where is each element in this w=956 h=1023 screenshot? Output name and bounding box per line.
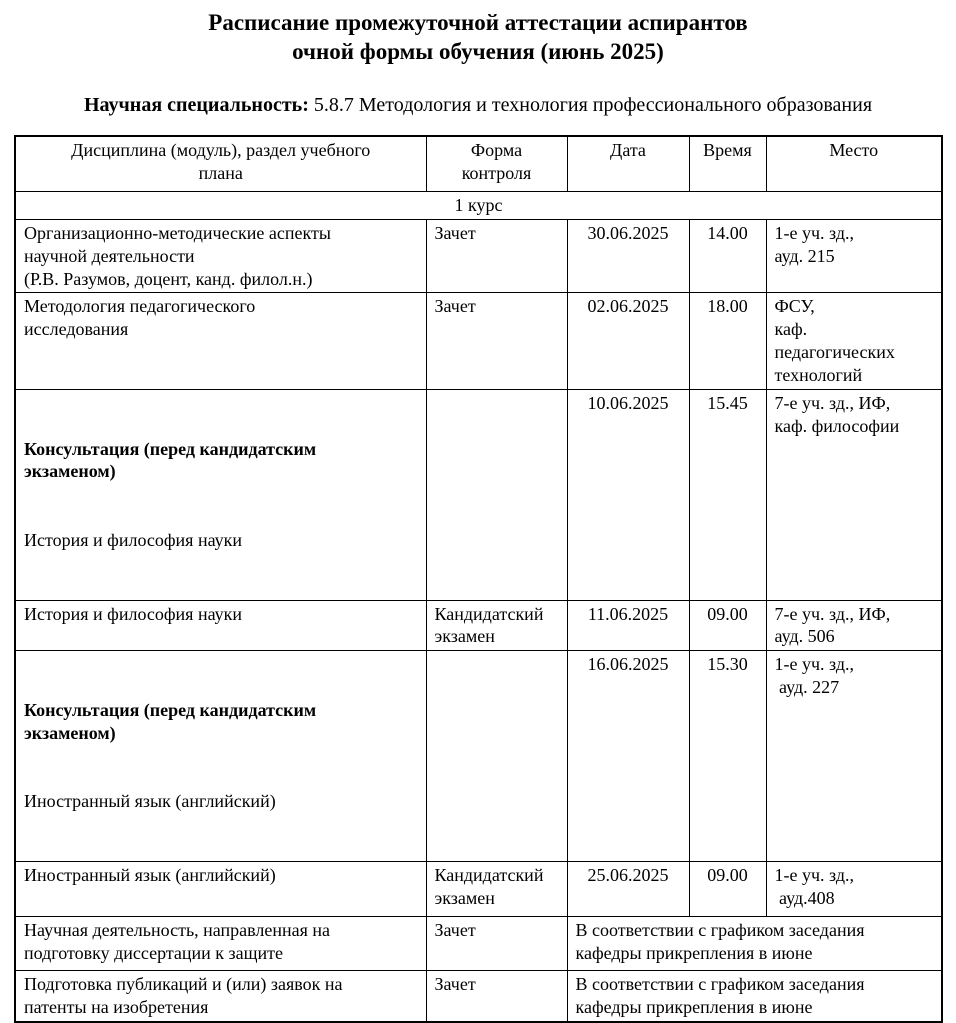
table-row: Подготовка публикаций и (или) заявок на … — [14, 969, 943, 1023]
time-cell: 09.00 — [688, 599, 767, 652]
discipline-cell: Организационно-методические аспекты науч… — [14, 218, 427, 294]
course-section-row: 1 курс — [14, 190, 943, 220]
course-section-label: 1 курс — [14, 190, 943, 220]
place-cell: 7-е уч. зд., ИФ, каф. философии — [765, 388, 943, 601]
specialty-value: 5.8.7 Методология и технология профессио… — [313, 93, 873, 116]
page-title-line2: очной формы обучения (июнь 2025) — [292, 38, 664, 64]
discipline-cell: Иностранный язык (английский) — [14, 861, 427, 917]
header-date: Дата — [566, 135, 690, 192]
date-cell: 10.06.2025 — [566, 388, 690, 601]
page-title-line1: Расписание промежуточной аттестации аспи… — [208, 10, 748, 35]
header-discipline: Дисциплина (модуль), раздел учебного пла… — [14, 135, 427, 192]
date-cell: 11.06.2025 — [566, 599, 690, 652]
form-cell: Зачет — [425, 916, 568, 971]
date-cell: 16.06.2025 — [566, 650, 690, 862]
place-cell: ФСУ, каф. педагогических технологий — [765, 292, 943, 390]
discipline-cell: Подготовка публикаций и (или) заявок на … — [14, 969, 427, 1023]
discipline-text: История и философия науки — [24, 529, 243, 550]
place-cell: 1-е уч. зд., ауд.408 — [765, 861, 943, 917]
table-row: Иностранный язык (английский) Кандидатск… — [14, 861, 943, 917]
header-place: Место — [765, 135, 943, 192]
place-cell: 1-е уч. зд., ауд. 227 — [765, 650, 943, 862]
form-cell: Зачет — [425, 218, 568, 294]
form-cell: Зачет — [425, 292, 568, 390]
form-cell: Зачет — [425, 969, 568, 1023]
specialty-label: Научная специальность: — [83, 93, 309, 116]
table-row: Методология педагогического исследования… — [14, 292, 943, 390]
place-cell: 1-е уч. зд., ауд. 215 — [765, 218, 943, 294]
discipline-cell: Методология педагогического исследования — [14, 292, 427, 390]
date-cell: 25.06.2025 — [566, 861, 690, 917]
header-row: Дисциплина (модуль), раздел учебного пла… — [14, 135, 943, 192]
table-row: Научная деятельность, направленная на по… — [14, 916, 943, 971]
discipline-text: Иностранный язык (английский) — [24, 791, 276, 812]
time-cell: 18.00 — [688, 292, 767, 390]
table-row: Консультация (перед кандидатским экзамен… — [14, 650, 943, 862]
form-cell — [425, 388, 568, 601]
header-form: Форма контроля — [425, 135, 568, 192]
discipline-cell: История и философия науки — [14, 599, 427, 652]
place-cell: 7-е уч. зд., ИФ, ауд. 506 — [765, 599, 943, 652]
date-cell: 30.06.2025 — [566, 218, 690, 294]
note-cell: В соответствии с графиком заседания кафе… — [566, 916, 943, 971]
discipline-bold-text: Консультация (перед кандидатским экзамен… — [24, 438, 317, 482]
note-cell: В соответствии с графиком заседания кафе… — [566, 969, 943, 1023]
form-cell — [425, 650, 568, 862]
table-row: Организационно-методические аспекты науч… — [14, 218, 943, 294]
form-cell: Кандидатский экзамен — [425, 861, 568, 917]
specialty-line: Научная специальность: 5.8.7 Методология… — [0, 94, 956, 117]
time-cell: 15.30 — [688, 650, 767, 862]
time-cell: 15.45 — [688, 388, 767, 601]
page-title: Расписание промежуточной аттестации аспи… — [10, 9, 946, 67]
time-cell: 09.00 — [688, 861, 767, 917]
table-row: Консультация (перед кандидатским экзамен… — [14, 388, 943, 601]
table-row: История и философия науки Кандидатский э… — [14, 599, 943, 652]
discipline-cell: Консультация (перед кандидатским экзамен… — [14, 650, 427, 862]
form-cell: Кандидатский экзамен — [425, 599, 568, 652]
discipline-cell: Консультация (перед кандидатским экзамен… — [14, 388, 427, 601]
time-cell: 14.00 — [688, 218, 767, 294]
header-time: Время — [688, 135, 767, 192]
schedule-table: Дисциплина (модуль), раздел учебного пла… — [14, 134, 943, 1023]
date-cell: 02.06.2025 — [566, 292, 690, 390]
discipline-cell: Научная деятельность, направленная на по… — [14, 916, 427, 971]
